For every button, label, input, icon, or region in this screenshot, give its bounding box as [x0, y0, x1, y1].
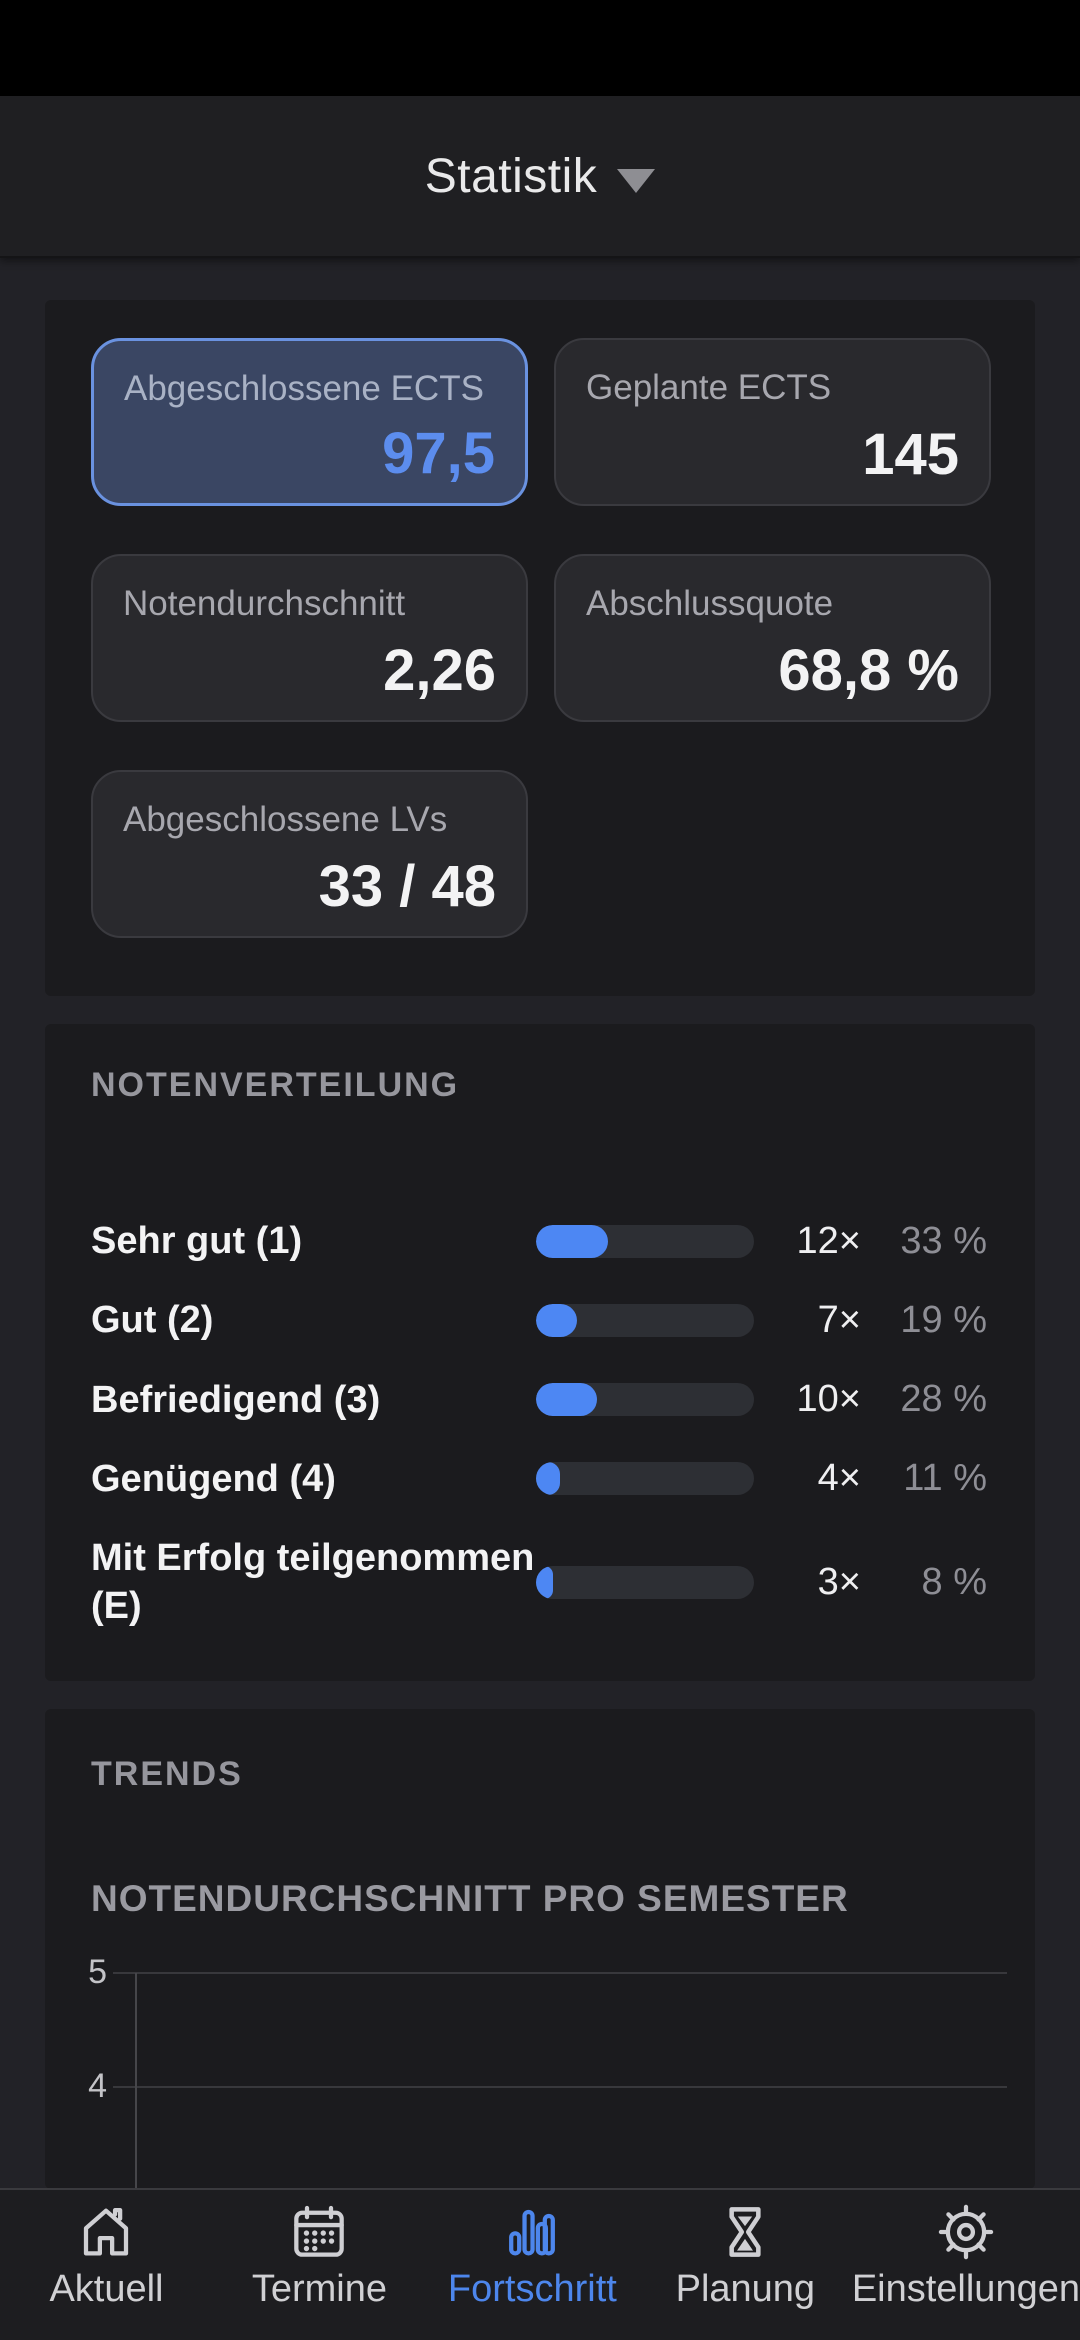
tab-termine[interactable]: Termine	[213, 2190, 426, 2340]
grade-bar-fill	[536, 1303, 578, 1337]
stat-card-value: 97,5	[382, 421, 495, 486]
grade-percent: 33 %	[900, 1219, 987, 1262]
grade-count: 4×	[817, 1457, 861, 1500]
grade-count: 12×	[796, 1219, 861, 1262]
stat-card-label: Abgeschlossene LVs	[123, 800, 448, 839]
grade-label: Gut (2)	[91, 1299, 214, 1342]
grade-bar-track	[536, 1303, 754, 1337]
section-title: TRENDS	[91, 1754, 243, 1793]
y-axis-tick-4: 4	[88, 2066, 107, 2105]
stat-card-value: 68,8 %	[778, 638, 959, 703]
grade-row-gut: Gut (2) 7× 19 %	[91, 1296, 989, 1344]
grade-bar-track	[536, 1383, 754, 1417]
grade-bar-track	[536, 1565, 754, 1599]
hourglass-icon	[713, 2200, 777, 2264]
semester-average-chart: 5 4	[88, 1948, 1007, 2189]
calendar-icon	[287, 2200, 351, 2264]
grade-label: Befriedigend (3)	[91, 1378, 381, 1421]
page-title-dropdown[interactable]: Statistik	[425, 149, 656, 204]
grade-bar-fill	[536, 1462, 560, 1496]
stat-card-label: Geplante ECTS	[586, 368, 832, 407]
y-axis-line	[135, 1972, 137, 2189]
chevron-down-icon	[617, 169, 656, 193]
grade-count: 3×	[817, 1560, 861, 1603]
stat-card-abgeschlossene-ects[interactable]: Abgeschlossene ECTS 97,5	[91, 338, 528, 506]
stat-card-value: 33 / 48	[318, 854, 496, 919]
stats-card-grid: Abgeschlossene ECTS 97,5 Geplante ECTS 1…	[91, 338, 991, 938]
grade-row-genuegend: Genügend (4) 4× 11 %	[91, 1455, 989, 1503]
tab-bar: Aktuell Termine Fortschri	[0, 2188, 1080, 2340]
stat-card-label: Notendurchschnitt	[123, 584, 406, 623]
bar-chart-icon	[500, 2200, 564, 2264]
grade-row-mit-erfolg: Mit Erfolg teilgenommen (E) 3× 8 %	[91, 1534, 989, 1631]
tab-fortschritt[interactable]: Fortschritt	[426, 2190, 639, 2340]
grade-row-befriedigend: Befriedigend (3) 10× 28 %	[91, 1376, 989, 1424]
tab-label: Termine	[251, 2268, 387, 2310]
stat-card-value: 2,26	[383, 638, 496, 703]
home-icon	[74, 2200, 138, 2264]
grade-distribution-section: NOTENVERTEILUNG Sehr gut (1) 12× 33 % Gu…	[45, 1024, 1035, 1681]
tab-label: Planung	[675, 2268, 816, 2310]
chart-title: NOTENDURCHSCHNITT PRO SEMESTER	[91, 1877, 849, 1919]
grade-bar-track	[536, 1224, 754, 1258]
stat-card-geplante-ects[interactable]: Geplante ECTS 145	[554, 338, 991, 506]
section-title: NOTENVERTEILUNG	[91, 1066, 460, 1104]
stat-card-value: 145	[862, 422, 959, 487]
stat-card-notendurchschnitt[interactable]: Notendurchschnitt 2,26	[91, 554, 528, 722]
grid-line	[113, 1971, 1007, 1974]
grade-percent: 28 %	[900, 1378, 987, 1421]
stat-card-label: Abgeschlossene ECTS	[124, 369, 484, 408]
grade-bar-fill	[536, 1224, 608, 1258]
grade-count: 10×	[796, 1378, 861, 1421]
grade-label: Genügend (4)	[91, 1457, 336, 1500]
tab-label: Fortschritt	[447, 2268, 617, 2310]
tab-label: Einstellungen	[851, 2268, 1080, 2310]
grade-percent: 8 %	[921, 1560, 987, 1603]
app-header: Statistik	[0, 96, 1080, 258]
grade-label: Sehr gut (1)	[91, 1220, 303, 1262]
stat-card-label: Abschlussquote	[586, 584, 834, 623]
stat-card-abgeschlossene-lvs[interactable]: Abgeschlossene LVs 33 / 48	[91, 770, 528, 938]
grade-bar-fill	[536, 1383, 598, 1417]
gear-icon	[934, 2200, 998, 2264]
grid-line	[113, 2085, 1007, 2088]
page-title: Statistik	[424, 149, 598, 203]
tab-aktuell[interactable]: Aktuell	[0, 2190, 213, 2340]
grade-count: 7×	[817, 1298, 861, 1341]
stat-card-abschlussquote[interactable]: Abschlussquote 68,8 %	[554, 554, 991, 722]
tab-einstellungen[interactable]: Einstellungen	[852, 2190, 1080, 2340]
trends-section: TRENDS NOTENDURCHSCHNITT PRO SEMESTER 5 …	[45, 1708, 1035, 2189]
tab-planung[interactable]: Planung	[639, 2190, 852, 2340]
grade-percent: 19 %	[900, 1298, 987, 1341]
stats-section: Abgeschlossene ECTS 97,5 Geplante ECTS 1…	[45, 300, 1035, 996]
grade-percent: 11 %	[903, 1457, 987, 1500]
grade-label: Mit Erfolg teilgenommen (E)	[91, 1537, 535, 1628]
grade-row-sehr-gut: Sehr gut (1) 12× 33 %	[91, 1217, 989, 1265]
status-bar	[0, 0, 1080, 96]
tab-label: Aktuell	[49, 2268, 164, 2310]
grade-bar-fill	[536, 1565, 554, 1599]
grade-bar-track	[536, 1462, 754, 1496]
y-axis-tick-5: 5	[88, 1952, 107, 1991]
grade-rows: Sehr gut (1) 12× 33 % Gut (2) 7× 19 % Be…	[91, 1217, 989, 1631]
